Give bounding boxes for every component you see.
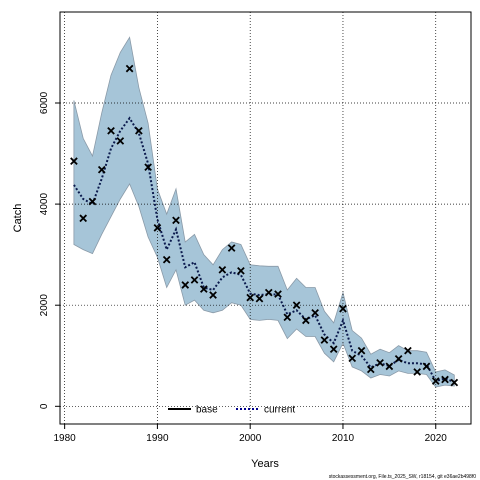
y-tick-label: 2000 (39, 294, 50, 317)
observed-point (357, 346, 366, 355)
legend: base current (168, 405, 295, 416)
observed-point (107, 126, 115, 135)
observed-markers (70, 64, 459, 387)
observed-point (329, 345, 338, 354)
observed-point (255, 294, 264, 303)
observed-point (394, 354, 403, 363)
observed-point (450, 378, 459, 387)
x-tick-label: 2010 (332, 433, 355, 444)
observed-point (227, 244, 236, 252)
observed-point (264, 288, 273, 297)
x-tick-label: 1980 (54, 433, 77, 444)
x-tick-label: 1990 (146, 433, 169, 444)
observed-point (125, 64, 134, 73)
observed-point (311, 308, 319, 317)
observed-point (246, 293, 255, 302)
observed-point (79, 214, 88, 223)
footer-note: stockassessment.org, File.ts_2025_SW, r1… (329, 474, 477, 480)
observed-point (422, 362, 431, 371)
uncertainty-band-layer (73, 36, 455, 388)
observed-point (116, 137, 125, 145)
observed-point (376, 358, 384, 367)
observed-point (209, 291, 217, 299)
legend-label-current: current (264, 405, 295, 416)
x-tick-label: 2020 (425, 433, 448, 444)
observed-point (385, 362, 394, 371)
observed-point (366, 365, 375, 374)
observed-point (172, 216, 180, 225)
plot-frame (59, 11, 472, 425)
observed-point (144, 163, 152, 172)
observed-point (97, 165, 106, 174)
observed-point (320, 336, 329, 344)
y-tick-label: 6000 (39, 91, 50, 114)
x-tick-label: 2000 (239, 433, 262, 444)
axes: 1980 1990 2000 2010 2020 0 2000 4000 6000 (39, 11, 472, 444)
y-tick-label: 4000 (39, 193, 50, 216)
observed-point (292, 301, 301, 310)
observed-point (274, 290, 282, 298)
observed-point (181, 281, 190, 289)
uncertainty-band (73, 36, 455, 388)
observed-point (237, 266, 245, 275)
observed-point (441, 375, 449, 384)
observed-point (413, 368, 422, 376)
observed-point (404, 346, 412, 355)
observed-point (348, 354, 357, 363)
y-axis-label: Catch (12, 204, 24, 233)
observed-point (218, 265, 227, 274)
observed-point (302, 316, 310, 325)
observed-point (135, 126, 143, 135)
observed-point (190, 276, 199, 284)
observed-point (339, 304, 347, 313)
observed-point (283, 313, 292, 322)
observed-point (153, 224, 162, 232)
observed-point (199, 285, 208, 293)
observed-point (162, 255, 171, 264)
legend-label-base: base (196, 405, 218, 416)
x-axis-label: Years (251, 458, 279, 470)
observed-point (88, 197, 97, 206)
grid-layer (60, 12, 471, 424)
y-tick-label: 0 (39, 403, 50, 409)
observed-point (431, 377, 440, 385)
observed-point (70, 157, 78, 165)
